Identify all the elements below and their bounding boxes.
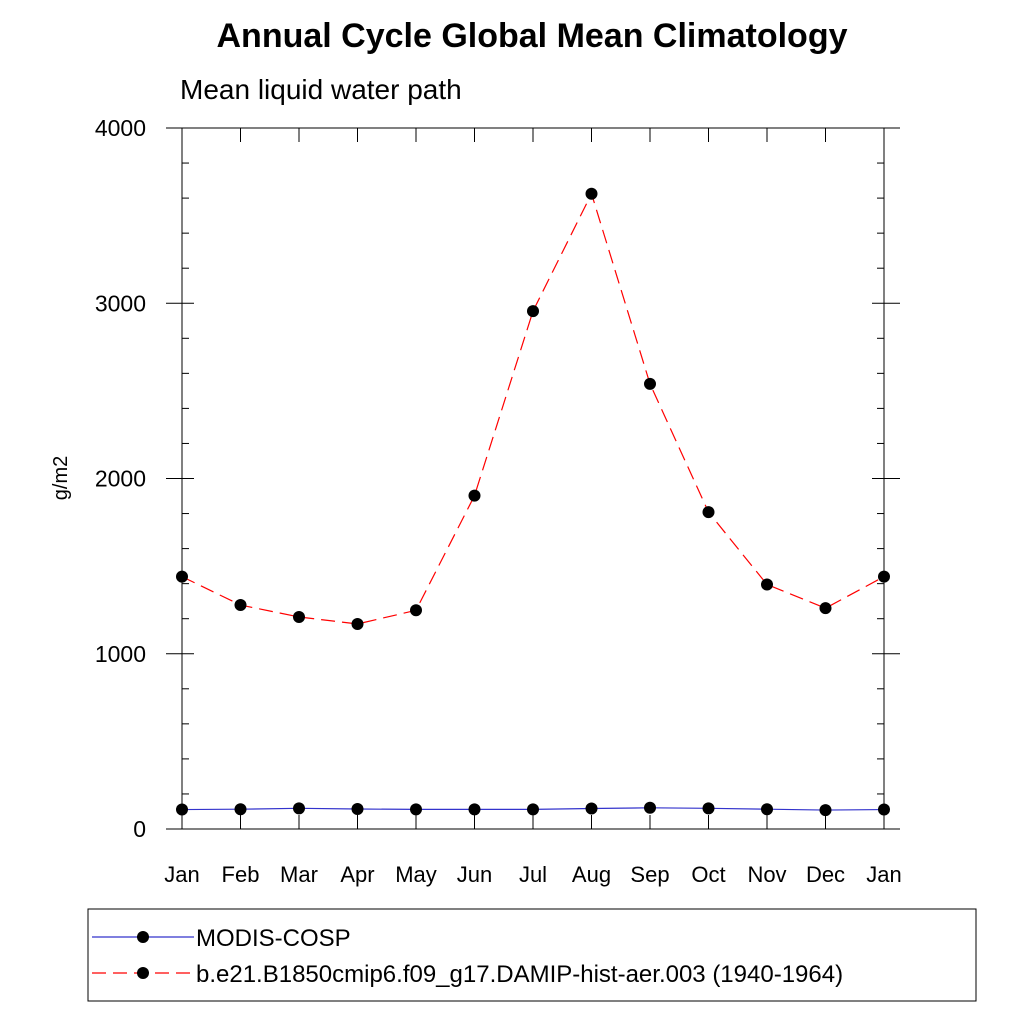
data-point (351, 803, 364, 816)
series-line (181, 192, 885, 625)
data-point (351, 617, 364, 630)
data-point (585, 802, 598, 815)
chart-title: Annual Cycle Global Mean Climatology (217, 17, 848, 55)
data-point (819, 804, 832, 817)
legend-label: b.e21.B1850cmip6.f09_g17.DAMIP-hist-aer.… (196, 961, 843, 988)
x-tick-label: Mar (280, 862, 318, 887)
x-tick-label: Dec (806, 862, 845, 887)
legend-label: MODIS-COSP (196, 925, 351, 952)
x-tick-label: Aug (572, 862, 611, 887)
x-tick-label: Sep (630, 862, 669, 887)
data-point (702, 506, 715, 519)
series-2 (176, 187, 890, 630)
y-tick-label: 4000 (95, 115, 146, 141)
y-tick-label: 0 (133, 816, 146, 842)
data-point (293, 610, 305, 623)
legend: MODIS-COSP b.e21.B1850cmip6.f09_g17.DAMIP… (87, 908, 977, 1002)
data-point (468, 803, 481, 816)
x-tick-label: Jun (457, 862, 492, 887)
data-point (761, 803, 773, 816)
y-tick-label: 3000 (95, 290, 146, 316)
data-point (176, 570, 188, 583)
data-point (878, 803, 890, 816)
data-point (702, 802, 715, 815)
data-point (585, 187, 598, 200)
y-tick-label: 1000 (95, 641, 146, 667)
y-axis: 0 1000 2000 3000 4000 (95, 115, 900, 842)
data-point (234, 803, 247, 816)
legend-box (87, 908, 977, 1002)
x-tick-label: Jul (519, 862, 547, 887)
chart-subtitle: Mean liquid water path (180, 74, 462, 105)
x-tick-label: Nov (747, 862, 786, 887)
y-tick-label: 2000 (95, 466, 146, 492)
data-point (878, 570, 890, 583)
legend-marker (137, 967, 149, 979)
x-tick-label: Jan (866, 862, 901, 887)
x-tick-label: Oct (691, 862, 725, 887)
x-tick-label: Feb (222, 862, 260, 887)
x-tick-label: Apr (340, 862, 374, 887)
data-point (410, 803, 422, 816)
data-point (410, 604, 422, 617)
data-point (761, 578, 773, 591)
x-tick-label: Jan (164, 862, 199, 887)
data-point (527, 803, 539, 816)
data-point (468, 489, 481, 502)
data-point (644, 377, 656, 390)
legend-marker (137, 931, 149, 943)
series-1 (176, 801, 890, 817)
x-tick-label: May (395, 862, 437, 887)
x-axis: Jan Feb Mar Apr May Jun Jul Aug Sep Oct Nov Dec Jan (164, 128, 902, 887)
y-axis-label: g/m2 (50, 456, 72, 500)
data-point (527, 305, 539, 318)
data-point (176, 803, 188, 816)
data-point (293, 802, 305, 815)
data-point (819, 602, 832, 615)
data-point (644, 801, 656, 814)
series-layer (176, 187, 890, 817)
plot-frame (181, 127, 885, 830)
data-point (234, 599, 247, 612)
